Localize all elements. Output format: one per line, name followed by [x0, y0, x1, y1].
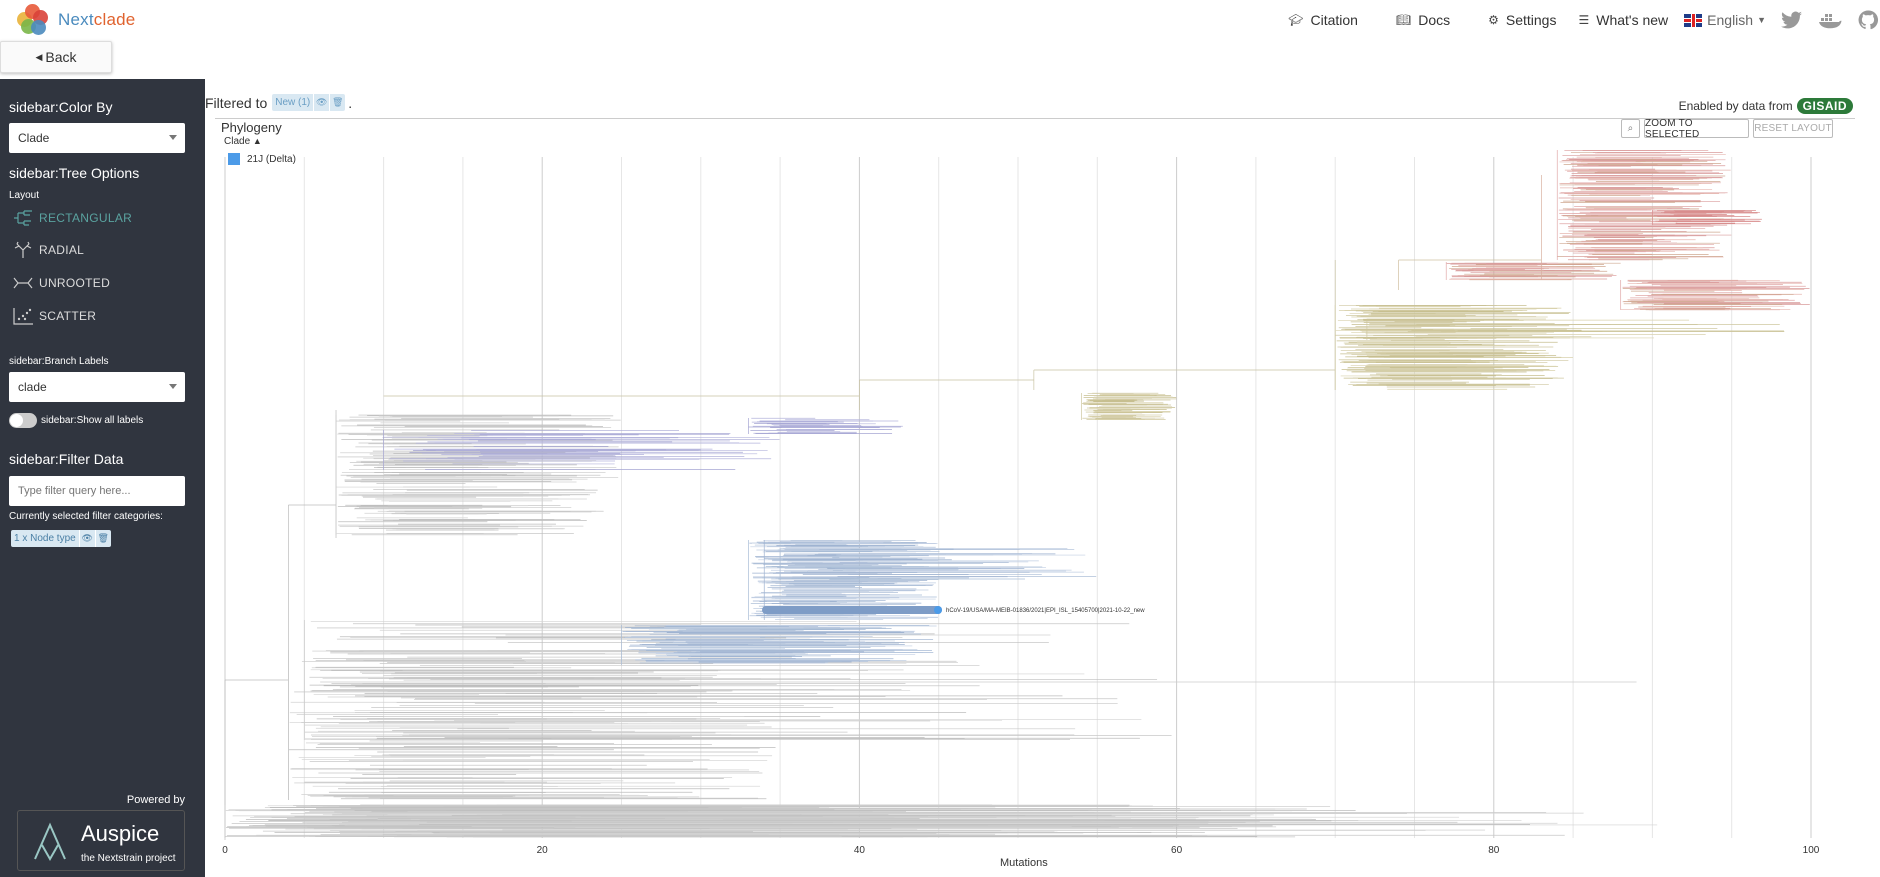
layout-scatter[interactable]: SCATTER: [12, 307, 96, 325]
scatter-plot-icon: [13, 308, 33, 325]
tree-grid: [224, 157, 1812, 838]
gear-icon: ⚙: [1488, 13, 1499, 27]
chevron-up-icon: ▲: [252, 136, 262, 146]
eye-icon[interactable]: 👁︎: [313, 94, 329, 111]
settings-link[interactable]: ⚙ Settings: [1488, 12, 1557, 28]
layout-radial[interactable]: RADIAL: [12, 241, 84, 259]
list-icon: ☰: [1578, 13, 1590, 27]
tree-search-button[interactable]: ⌕: [1621, 119, 1640, 138]
color-by-select[interactable]: Clade: [9, 123, 185, 153]
panel-title: Phylogeny: [221, 120, 282, 135]
filter-summary: Filtered to New (1) 👁︎ 🗑︎ .: [205, 94, 353, 111]
highlighted-tip-node: [934, 606, 942, 614]
legend-swatch: [228, 153, 240, 165]
show-all-labels-label: sidebar:Show all labels: [41, 415, 144, 426]
navbar: Nextclade 🎓︎ Citation 📖︎ Docs ⚙ Settings ☰ W…: [0, 0, 1880, 40]
whats-new-link[interactable]: ☰ What's new: [1578, 12, 1669, 28]
gisaid-logo[interactable]: GISAID: [1796, 98, 1853, 114]
graduation-cap-icon: 🎓︎: [1288, 13, 1304, 27]
radial-tree-icon: [14, 241, 32, 258]
gisaid-attribution: Enabled by data from GISAID: [1679, 98, 1853, 114]
filter-query-input[interactable]: [9, 476, 185, 506]
sidebar: sidebar:Color By Clade sidebar:Tree Opti…: [0, 79, 205, 877]
branch-labels-select[interactable]: clade: [9, 372, 185, 402]
axis-tick-label: 100: [1803, 845, 1820, 856]
tree-options-heading: sidebar:Tree Options: [9, 165, 140, 181]
legend-item-label: 21J (Delta): [247, 154, 296, 165]
nextclade-logo-icon: [17, 4, 49, 36]
axis-tick-label: 60: [1171, 845, 1183, 856]
nav-links: 🎓︎ Citation 📖︎ Docs ⚙ Settings ☰ What's new …: [1250, 0, 1880, 40]
x-axis-label: Mutations: [1000, 857, 1048, 869]
citation-link[interactable]: 🎓︎ Citation: [1288, 12, 1358, 28]
node-type-filter-chip: 1 x Node type 👁︎ 🗑︎: [11, 530, 111, 547]
chevron-down-icon: ▼: [1757, 15, 1766, 25]
highlighted-branch[interactable]: hCoV-19/USA/MA-MEIB-01836/2021|EPI_ISL_1…: [762, 606, 1145, 614]
search-icon: ⌕: [1627, 123, 1634, 134]
powered-by-label: Powered by: [126, 794, 185, 806]
eye-icon[interactable]: 👁︎: [78, 530, 95, 547]
auspice-logo[interactable]: Auspice the Nextstrain project: [17, 810, 185, 871]
zoom-to-selected-button[interactable]: ZOOM TO SELECTED: [1644, 118, 1749, 140]
color-by-heading: sidebar:Color By: [9, 99, 113, 115]
axis-tick-label: 0: [222, 845, 228, 856]
selected-categories-label: Currently selected filter categories:: [9, 511, 163, 522]
filter-data-heading: sidebar:Filter Data: [9, 451, 124, 467]
brand[interactable]: Nextclade: [17, 3, 135, 37]
twitter-icon[interactable]: [1780, 10, 1804, 30]
unrooted-tree-icon: [13, 277, 33, 289]
language-dropdown[interactable]: English ▼: [1684, 12, 1766, 28]
dropdown-arrow-icon: [169, 384, 177, 389]
axis-tick-label: 20: [537, 845, 549, 856]
book-icon: 📖︎: [1395, 13, 1412, 27]
docs-link[interactable]: 📖︎ Docs: [1395, 12, 1451, 28]
axis-tick-label: 80: [1488, 845, 1500, 856]
app-name: Nextclade: [58, 10, 136, 29]
trash-icon[interactable]: 🗑︎: [329, 94, 345, 111]
trash-icon[interactable]: 🗑︎: [94, 530, 111, 547]
highlighted-tip-label: hCoV-19/USA/MA-MEIB-01836/2021|EPI_ISL_1…: [946, 608, 1145, 614]
show-all-labels-toggle[interactable]: [9, 413, 37, 428]
docker-icon[interactable]: [1818, 10, 1842, 30]
layout-unrooted[interactable]: UNROOTED: [12, 274, 110, 292]
phylogeny-panel: [215, 118, 1855, 870]
layout-rectangular[interactable]: RECTANGULAR: [12, 209, 132, 227]
caret-left-icon: ◀: [35, 51, 43, 62]
reset-layout-button[interactable]: RESET LAYOUT: [1753, 119, 1833, 138]
rectangular-tree-icon: [14, 210, 32, 226]
uk-flag-icon: [1684, 13, 1703, 27]
new-filter-chip: New (1) 👁︎ 🗑︎: [272, 94, 346, 111]
axis-tick-label: 40: [854, 845, 866, 856]
branch-labels-heading: sidebar:Branch Labels: [9, 356, 109, 367]
tree-branches: [224, 149, 1810, 840]
dropdown-arrow-icon: [169, 135, 177, 140]
legend-title[interactable]: Clade ▲: [224, 136, 262, 147]
github-icon[interactable]: [1856, 10, 1880, 30]
axis-ticks: 0 20 40 60 80 100: [222, 845, 1820, 856]
auspice-icon: [34, 822, 66, 862]
layout-label: Layout: [9, 190, 40, 201]
back-button[interactable]: ◀ Back: [0, 41, 112, 73]
